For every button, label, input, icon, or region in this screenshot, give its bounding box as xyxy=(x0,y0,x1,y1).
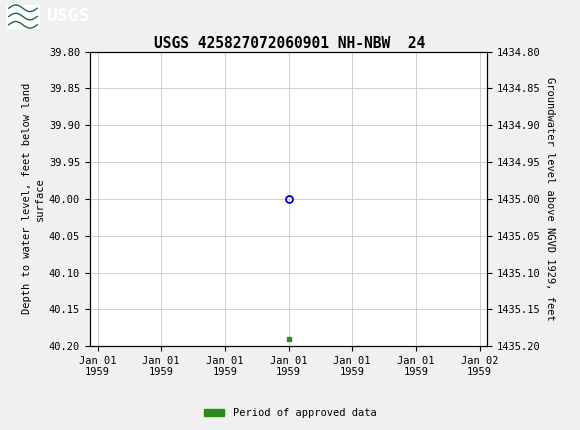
Text: USGS: USGS xyxy=(46,7,89,25)
Bar xyxy=(7,5,39,28)
Legend: Period of approved data: Period of approved data xyxy=(200,404,380,423)
Y-axis label: Depth to water level, feet below land
surface: Depth to water level, feet below land su… xyxy=(23,83,45,314)
Text: USGS 425827072060901 NH-NBW  24: USGS 425827072060901 NH-NBW 24 xyxy=(154,36,426,50)
Y-axis label: Groundwater level above NGVD 1929, feet: Groundwater level above NGVD 1929, feet xyxy=(545,77,555,321)
